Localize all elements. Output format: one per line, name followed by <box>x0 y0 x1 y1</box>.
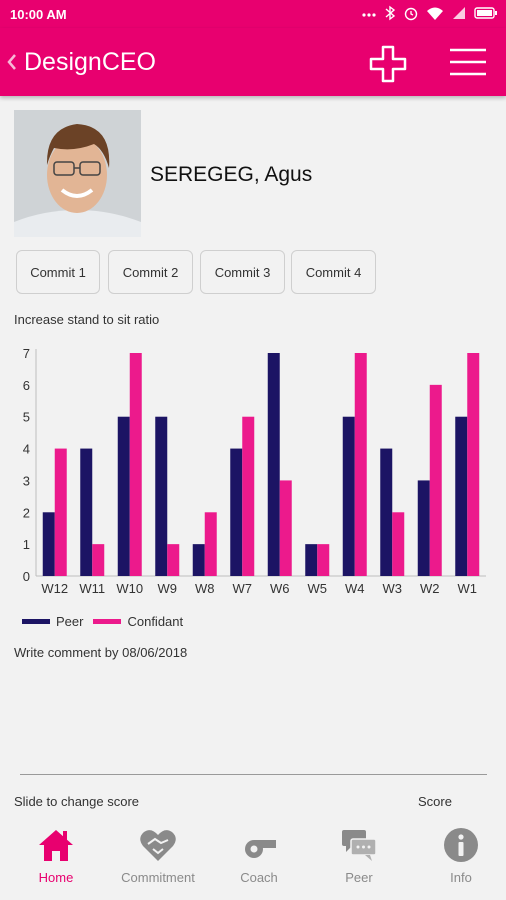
chat-bubbles-icon <box>342 830 377 861</box>
x-tick-label: W11 <box>79 581 105 596</box>
x-tick-label: W9 <box>158 581 178 596</box>
signal-icon <box>453 7 465 19</box>
score-label: Score <box>418 794 452 809</box>
heart-handshake-icon <box>140 830 176 861</box>
legend-item-peer: Peer <box>22 614 83 629</box>
x-tick-label: W7 <box>233 581 253 596</box>
status-time: 10:00 AM <box>10 7 67 22</box>
hamburger-menu-icon[interactable] <box>446 44 490 80</box>
bar-confidant <box>317 544 330 576</box>
bar-peer <box>80 448 93 576</box>
status-bar: 10:00 AM <box>0 0 506 28</box>
bar-confidant <box>429 384 442 576</box>
alarm-icon <box>404 7 418 21</box>
bar-peer <box>342 416 355 576</box>
bar-peer <box>192 544 205 576</box>
dots-icon <box>362 13 376 17</box>
profile-name: SEREGEG, Agus <box>150 163 313 186</box>
commit-2-button[interactable]: Commit 2 <box>108 250 193 294</box>
y-tick-label: 5 <box>23 410 30 425</box>
bar-peer <box>380 448 393 576</box>
battery-icon <box>474 7 497 19</box>
add-button[interactable] <box>366 42 410 86</box>
wifi-icon <box>427 7 443 20</box>
x-tick-label: W3 <box>383 581 403 596</box>
legend-item-confidant: Confidant <box>93 614 183 629</box>
nav-coach-label: Coach <box>240 870 278 885</box>
nav-commitment-label: Commitment <box>121 870 195 885</box>
commit-1-button[interactable]: Commit 1 <box>16 250 100 294</box>
bar-peer <box>117 416 130 576</box>
nav-home-label: Home <box>38 870 74 885</box>
status-icons <box>361 5 498 21</box>
bar-confidant <box>392 512 405 576</box>
legend-swatch-confidant <box>93 619 122 624</box>
y-tick-label: 4 <box>23 442 30 457</box>
y-tick-label: 0 <box>23 569 30 584</box>
app-bar: DesignCEO <box>0 28 506 96</box>
x-tick-label: W4 <box>345 581 365 596</box>
bar-confidant <box>242 416 255 576</box>
x-tick-label: W5 <box>308 581 328 596</box>
nav-info[interactable]: Info <box>411 815 506 900</box>
avatar <box>14 110 141 237</box>
bar-peer <box>417 480 430 576</box>
nav-peer-label: Peer <box>345 870 373 885</box>
x-tick-label: W2 <box>420 581 440 596</box>
bar-peer <box>230 448 243 576</box>
chart-legend: Peer Confidant <box>22 614 193 629</box>
commit-3-button[interactable]: Commit 3 <box>200 250 285 294</box>
bar-peer <box>305 544 318 576</box>
bar-confidant <box>129 353 142 576</box>
legend-label-peer: Peer <box>56 614 84 629</box>
x-tick-label: W10 <box>116 581 143 596</box>
x-tick-label: W1 <box>458 581 478 596</box>
app-title: DesignCEO <box>24 48 156 76</box>
nav-info-label: Info <box>450 870 472 885</box>
avatar-photo <box>14 110 141 237</box>
nav-home[interactable]: Home <box>6 815 106 900</box>
x-tick-label: W6 <box>270 581 290 596</box>
bar-peer <box>42 512 55 576</box>
whistle-icon <box>245 840 276 858</box>
bar-confidant <box>167 544 180 576</box>
plus-icon <box>369 45 407 83</box>
bar-peer <box>267 353 280 576</box>
bottom-nav: Home Commitment Coach Peer Info <box>0 815 506 900</box>
y-tick-label: 3 <box>23 473 30 488</box>
bar-peer <box>155 416 168 576</box>
nav-commitment[interactable]: Commitment <box>108 815 208 900</box>
home-icon <box>39 830 73 861</box>
nav-coach[interactable]: Coach <box>209 815 309 900</box>
legend-label-confidant: Confidant <box>127 614 184 629</box>
bar-peer <box>455 416 468 576</box>
bar-confidant <box>54 448 67 576</box>
nav-peer[interactable]: Peer <box>309 815 409 900</box>
y-tick-label: 1 <box>23 537 30 552</box>
x-tick-label: W12 <box>41 581 68 596</box>
legend-swatch-peer <box>22 619 50 624</box>
y-tick-label: 6 <box>23 378 30 393</box>
bar-confidant <box>204 512 217 576</box>
y-tick-label: 7 <box>23 346 30 361</box>
bluetooth-icon <box>385 5 396 21</box>
comment-input[interactable] <box>20 774 487 775</box>
bar-confidant <box>354 353 367 576</box>
bar-confidant <box>467 353 480 576</box>
bar-chart: 0 1 2 3 4 5 6 7 W12 W11 W10 W9 W8 W7 W6 W5 W4 W3 W2 W1 <box>23 346 486 596</box>
commit-4-button[interactable]: Commit 4 <box>291 250 376 294</box>
slide-label: Slide to change score <box>14 794 140 809</box>
chart-title: Increase stand to sit ratio <box>14 312 160 327</box>
comment-prompt: Write comment by 08/06/2018 <box>14 645 188 660</box>
x-tick-label: W8 <box>195 581 215 596</box>
y-tick-label: 2 <box>23 505 30 520</box>
info-icon <box>444 828 478 862</box>
bar-confidant <box>92 544 105 576</box>
chevron-left-icon[interactable] <box>4 50 20 74</box>
bar-confidant <box>279 480 292 576</box>
